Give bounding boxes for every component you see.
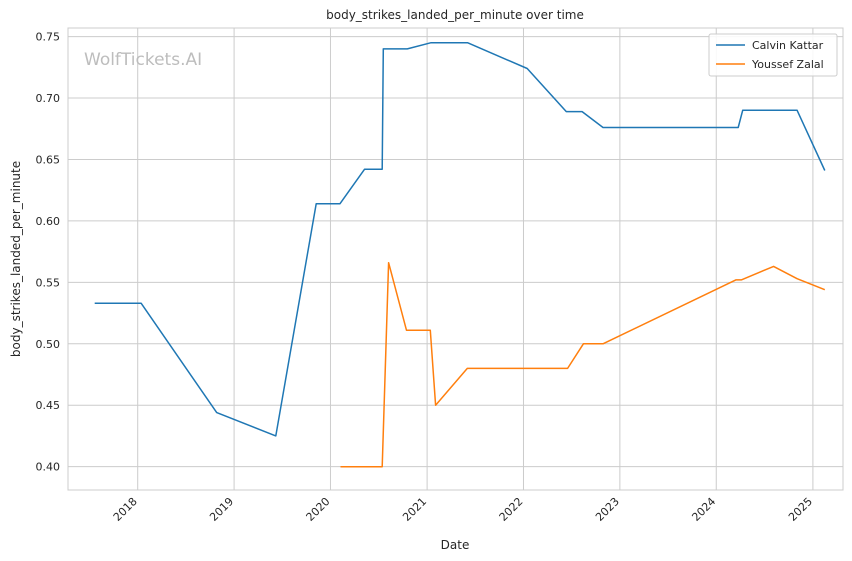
- y-tick-label: 0.40: [36, 461, 61, 474]
- legend-label-series-0: Calvin Kattar: [752, 39, 824, 52]
- y-tick-label: 0.50: [36, 338, 61, 351]
- y-tick-label: 0.45: [36, 399, 61, 412]
- chart-title: body_strikes_landed_per_minute over time: [326, 8, 584, 22]
- y-tick-label: 0.75: [36, 31, 61, 44]
- x-tick-label: 2022: [497, 495, 526, 524]
- series-layer: [94, 41, 826, 468]
- series-line-0: [94, 41, 826, 437]
- y-tick-label: 0.55: [36, 276, 61, 289]
- watermark: WolfTickets.AI: [84, 50, 202, 70]
- tick-labels: 0.40 0.45 0.50 0.55 0.60 0.65 0.70 0.75 2018 2019…: [36, 31, 816, 524]
- legend: Calvin Kattar Youssef Zalal: [708, 33, 838, 77]
- plot-area: [67, 27, 844, 491]
- x-tick-label: 2019: [207, 495, 236, 524]
- x-tick-label: 2020: [304, 495, 333, 524]
- y-axis-label: body_strikes_landed_per_minute: [9, 161, 23, 357]
- x-axis-label: Date: [441, 538, 470, 552]
- y-tick-label: 0.65: [36, 153, 61, 166]
- x-tick-label: 2025: [786, 495, 815, 524]
- x-tick-label: 2018: [111, 495, 140, 524]
- y-tick-label: 0.60: [36, 215, 61, 228]
- series-line-1: [340, 261, 826, 468]
- x-tick-label: 2023: [593, 495, 622, 524]
- grid: [68, 28, 843, 490]
- y-tick-label: 0.70: [36, 92, 61, 105]
- x-tick-label: 2024: [689, 495, 718, 524]
- legend-label-series-1: Youssef Zalal: [751, 58, 824, 71]
- x-tick-label: 2021: [400, 495, 429, 524]
